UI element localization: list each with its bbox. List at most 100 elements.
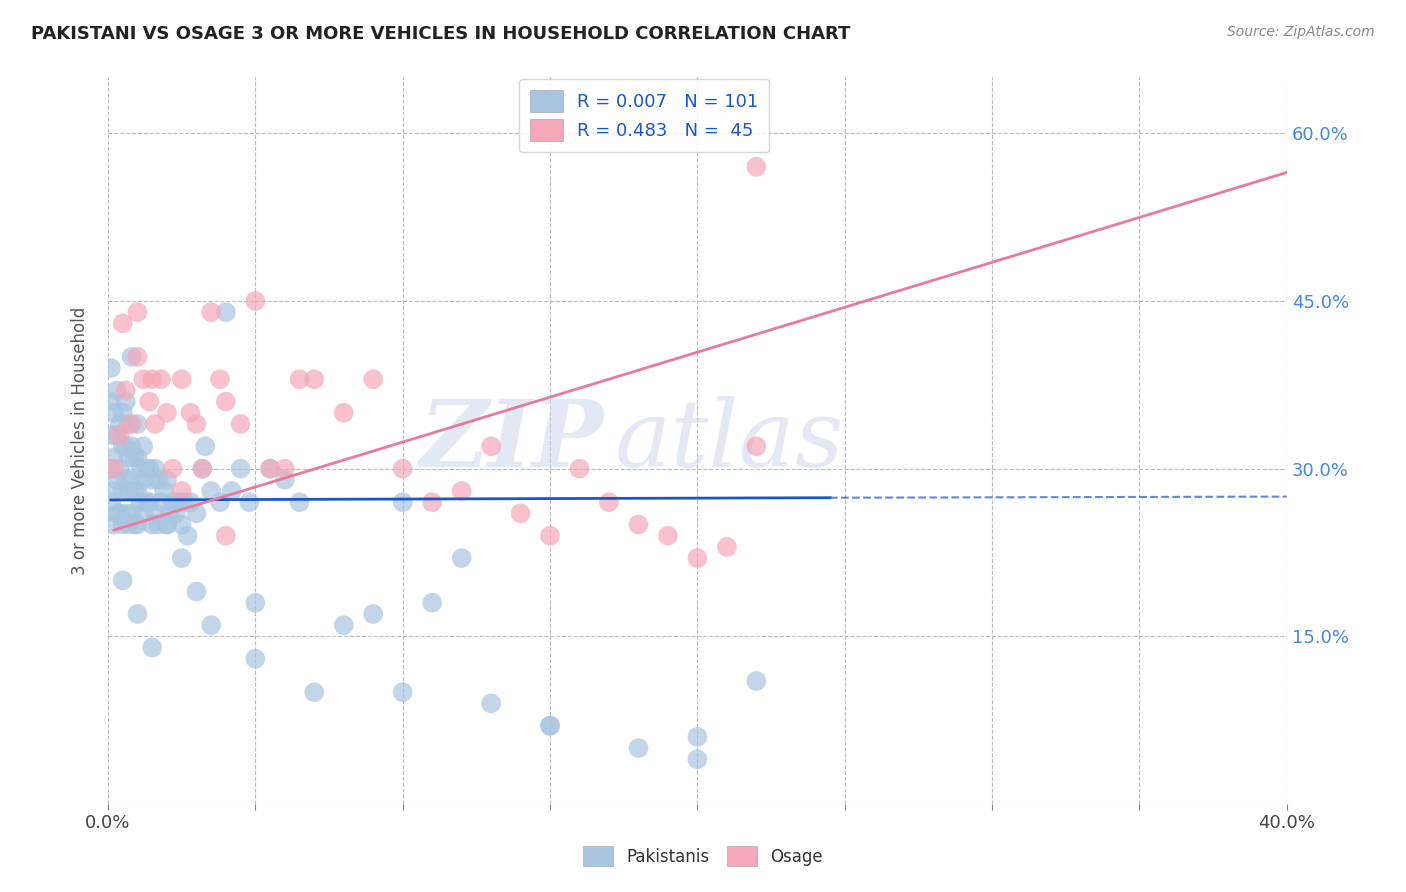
Point: [146, 517, 169, 532]
Point: [186, 417, 208, 431]
Point: [129, 495, 152, 509]
Point: [332, 406, 354, 420]
Point: [141, 640, 163, 655]
Point: [114, 394, 136, 409]
Point: [208, 495, 231, 509]
Point: [391, 461, 413, 475]
Point: [162, 461, 184, 475]
Point: [121, 350, 143, 364]
Point: [259, 461, 281, 475]
Point: [361, 372, 384, 386]
Point: [121, 439, 143, 453]
Point: [111, 574, 134, 588]
Point: [186, 507, 208, 521]
Point: [105, 507, 128, 521]
Point: [420, 596, 443, 610]
Point: [479, 439, 502, 453]
Point: [304, 372, 326, 386]
Point: [479, 697, 502, 711]
Point: [117, 417, 139, 431]
Text: atlas: atlas: [614, 396, 845, 486]
Point: [127, 417, 149, 431]
Point: [111, 439, 134, 453]
Point: [221, 483, 243, 498]
Point: [108, 428, 131, 442]
Point: [143, 417, 166, 431]
Point: [716, 540, 738, 554]
Point: [162, 495, 184, 509]
Point: [179, 495, 201, 509]
Point: [156, 406, 179, 420]
Point: [200, 305, 222, 319]
Point: [132, 372, 155, 386]
Point: [304, 685, 326, 699]
Point: [141, 372, 163, 386]
Point: [361, 607, 384, 621]
Point: [215, 305, 238, 319]
Text: PAKISTANI VS OSAGE 3 OR MORE VEHICLES IN HOUSEHOLD CORRELATION CHART: PAKISTANI VS OSAGE 3 OR MORE VEHICLES IN…: [31, 25, 851, 43]
Point: [100, 394, 122, 409]
Point: [288, 495, 311, 509]
Point: [238, 495, 260, 509]
Point: [111, 316, 134, 330]
Point: [117, 517, 139, 532]
Point: [141, 517, 163, 532]
Point: [274, 473, 297, 487]
Point: [173, 495, 195, 509]
Point: [100, 428, 122, 442]
Point: [165, 507, 187, 521]
Point: [100, 495, 122, 509]
Point: [156, 517, 179, 532]
Point: [121, 473, 143, 487]
Point: [245, 293, 267, 308]
Point: [103, 450, 125, 465]
Point: [146, 473, 169, 487]
Point: [627, 741, 650, 756]
Point: [150, 372, 173, 386]
Point: [194, 439, 217, 453]
Point: [124, 450, 146, 465]
Point: [143, 461, 166, 475]
Text: Source: ZipAtlas.com: Source: ZipAtlas.com: [1227, 25, 1375, 39]
Point: [124, 483, 146, 498]
Point: [288, 372, 311, 386]
Point: [627, 517, 650, 532]
Point: [159, 507, 181, 521]
Point: [114, 473, 136, 487]
Point: [170, 372, 193, 386]
Point: [686, 752, 709, 766]
Point: [103, 406, 125, 420]
Point: [274, 461, 297, 475]
Point: [170, 483, 193, 498]
Point: [143, 507, 166, 521]
Point: [105, 473, 128, 487]
Point: [105, 384, 128, 398]
Point: [170, 517, 193, 532]
Point: [138, 461, 160, 475]
Point: [127, 305, 149, 319]
Point: [215, 394, 238, 409]
Point: [127, 350, 149, 364]
Point: [191, 461, 214, 475]
Point: [538, 529, 561, 543]
Point: [686, 551, 709, 566]
Point: [450, 483, 472, 498]
Legend: Pakistanis, Osage: Pakistanis, Osage: [576, 839, 830, 873]
Point: [121, 417, 143, 431]
Point: [259, 461, 281, 475]
Point: [179, 406, 201, 420]
Point: [138, 495, 160, 509]
Point: [176, 529, 198, 543]
Point: [132, 507, 155, 521]
Point: [745, 160, 768, 174]
Point: [127, 607, 149, 621]
Point: [138, 394, 160, 409]
Point: [132, 473, 155, 487]
Point: [245, 651, 267, 665]
Point: [150, 495, 173, 509]
Point: [114, 384, 136, 398]
Point: [200, 483, 222, 498]
Point: [420, 495, 443, 509]
Point: [108, 417, 131, 431]
Text: ZIP: ZIP: [419, 396, 603, 486]
